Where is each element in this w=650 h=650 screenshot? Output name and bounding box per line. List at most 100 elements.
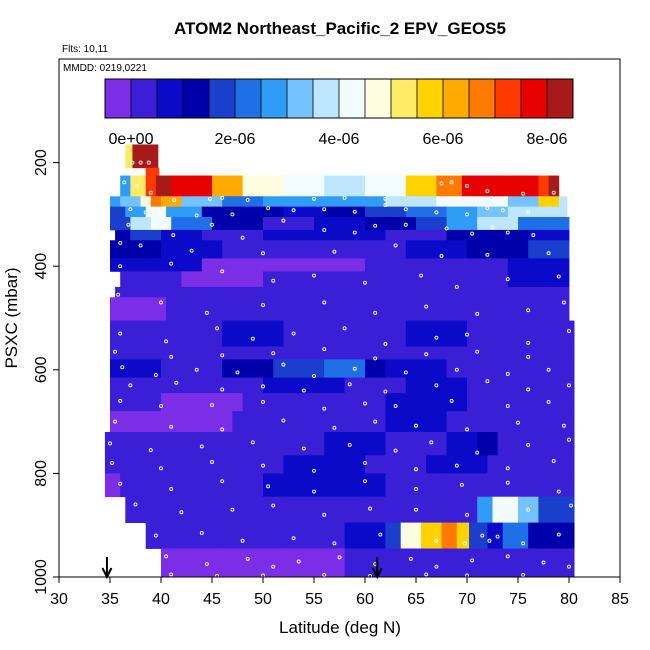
heatmap-cell xyxy=(446,359,509,378)
heatmap-cell xyxy=(385,431,447,456)
observation-point xyxy=(342,195,347,200)
heatmap-cell xyxy=(436,196,468,208)
heatmap-cell xyxy=(222,522,284,549)
heatmap-cell xyxy=(365,175,407,197)
observation-point xyxy=(271,564,276,569)
heatmap-cell xyxy=(365,206,407,218)
heatmap-cell xyxy=(263,216,315,231)
heatmap-cell xyxy=(446,258,509,272)
heatmap-cell xyxy=(487,473,575,498)
observation-point xyxy=(352,366,357,371)
heatmap-cell xyxy=(528,229,570,241)
observation-point xyxy=(505,277,510,282)
heatmap-cell xyxy=(263,473,325,498)
heatmap-cell xyxy=(110,297,167,321)
observation-point xyxy=(199,531,204,535)
heatmap-cell xyxy=(201,258,284,272)
heatmap-cell xyxy=(441,522,458,549)
heatmap-cell xyxy=(467,320,575,347)
observation-point xyxy=(204,562,209,566)
observation-point xyxy=(281,362,286,367)
heatmap-cell xyxy=(110,393,162,412)
heatmap-cell xyxy=(456,522,470,549)
observation-point xyxy=(153,373,158,377)
observation-point xyxy=(567,329,571,333)
observation-point xyxy=(159,466,163,471)
heatmap-cell xyxy=(161,522,223,549)
heatmap-cell xyxy=(201,229,264,241)
x-tick-label: 50 xyxy=(254,591,272,608)
heatmap-cell xyxy=(324,359,366,378)
colorbar-swatch xyxy=(261,79,288,118)
heatmap-cell xyxy=(181,196,223,208)
heatmap-cell xyxy=(385,522,402,549)
observation-point xyxy=(470,231,475,236)
heatmap-cell xyxy=(518,496,539,524)
heatmap-cell xyxy=(538,175,549,197)
heatmap-cell xyxy=(446,411,509,433)
observation-point xyxy=(215,326,220,331)
colorbar-swatch xyxy=(521,79,548,118)
heatmap-cell xyxy=(242,297,325,321)
x-tick-label: 75 xyxy=(509,591,527,608)
observation-point xyxy=(250,440,255,445)
x-tick-label: 45 xyxy=(203,591,221,608)
observation-point xyxy=(505,371,510,376)
heatmap-cell xyxy=(426,496,478,524)
heatmap-cell xyxy=(477,496,493,524)
observation-point xyxy=(368,506,373,511)
observation-point xyxy=(312,196,316,201)
observation-point xyxy=(296,559,301,564)
colorbar-swatch xyxy=(235,79,262,118)
heatmap-cell xyxy=(263,196,294,208)
heatmap-cell xyxy=(405,175,437,197)
heatmap-cell xyxy=(426,271,509,288)
heatmap-cell xyxy=(344,196,386,208)
observation-point xyxy=(271,503,276,508)
heatmap-cell xyxy=(181,286,264,298)
heatmap-cell xyxy=(558,206,568,218)
heatmap-cell xyxy=(303,411,386,433)
observation-point xyxy=(208,196,212,201)
heatmap-cell xyxy=(324,206,366,218)
heatmap-cell xyxy=(293,196,345,208)
heatmap-cell xyxy=(365,216,417,231)
observation-point xyxy=(291,536,296,541)
observation-point xyxy=(337,555,342,560)
heatmap-cell xyxy=(528,206,560,218)
heatmap-cell xyxy=(130,216,152,231)
observation-point xyxy=(332,249,337,254)
heatmap-cell xyxy=(104,431,162,456)
heatmap-cell xyxy=(125,496,147,524)
heatmap-cell xyxy=(324,297,407,321)
colorbar-swatch xyxy=(157,79,184,118)
heatmap-cell xyxy=(110,258,141,272)
colorbar-swatch xyxy=(313,79,340,118)
observation-point xyxy=(505,554,510,559)
observation-point xyxy=(312,374,316,378)
observation-point xyxy=(485,206,490,211)
heatmap-cell xyxy=(344,240,407,259)
heatmap-cell xyxy=(104,473,121,498)
heatmap-cell xyxy=(467,548,529,578)
heatmap-cell xyxy=(365,346,468,360)
heatmap-cell xyxy=(212,216,264,231)
observation-point xyxy=(414,507,418,512)
heatmap-cell xyxy=(528,377,575,394)
heatmap-cell xyxy=(130,229,162,241)
heatmap-cell xyxy=(283,175,325,197)
observation-point xyxy=(363,479,367,484)
heatmap-cell xyxy=(110,240,162,259)
chart-title: ATOM2 Northeast_Pacific_2 EPV_GEOS5 xyxy=(174,19,506,38)
colorbar-swatch xyxy=(131,79,158,118)
heatmap-cell xyxy=(222,196,264,208)
heatmap-cell xyxy=(283,258,366,272)
observation-point xyxy=(505,466,510,471)
observation-point xyxy=(281,218,286,223)
observation-point xyxy=(134,183,139,188)
heatmap-cell xyxy=(242,175,284,197)
heatmap-cell xyxy=(469,522,488,549)
observation-point xyxy=(561,423,566,428)
observation-point xyxy=(128,207,133,212)
colorbar-border xyxy=(104,78,574,119)
